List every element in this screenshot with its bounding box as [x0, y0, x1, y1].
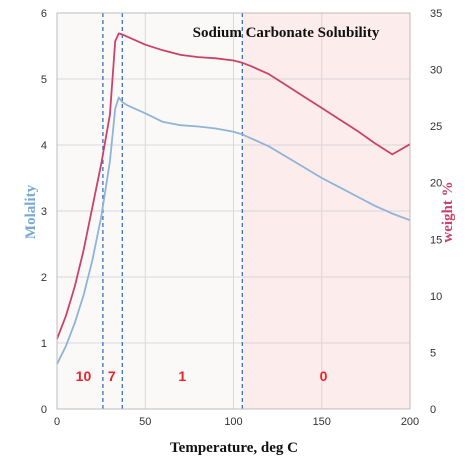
y-right-tick-label-7: 35: [430, 8, 442, 20]
y-left-tick-label-0: 0: [41, 404, 47, 416]
y-left-tick-label-6: 6: [41, 8, 47, 20]
y-right-tick-label-0: 0: [430, 404, 436, 416]
chart-title: Sodium Carbonate Solubility: [193, 25, 380, 41]
x-tick-label-0: 0: [54, 416, 60, 428]
region-label-3: 0: [320, 368, 328, 384]
region-labels: 10 7 1 0: [76, 368, 328, 384]
x-axis-title: Temperature, deg C: [170, 440, 298, 456]
y-right-tick-label-4: 20: [430, 178, 442, 190]
molality-line: [56, 96, 411, 365]
y-left-tick-label-3: 3: [41, 206, 47, 218]
y-right-tick-label-3: 15: [430, 234, 442, 246]
region-label-0: 10: [76, 368, 92, 384]
y-left-tick-label-4: 4: [41, 140, 47, 152]
y-right-tick-label-1: 5: [430, 347, 436, 359]
region-label-1: 7: [108, 368, 116, 384]
weight-percent-line: [56, 32, 411, 340]
plot-frame: [56, 12, 411, 410]
y-left-tick-label-2: 2: [41, 272, 47, 284]
x-tick-label-4: 200: [401, 416, 419, 428]
x-tick-label-2: 100: [224, 416, 242, 428]
y-right-tick-label-2: 10: [430, 291, 442, 303]
series-lines: [56, 32, 411, 365]
y-right-tick-label-5: 25: [430, 121, 442, 133]
y-left-tick-label-5: 5: [41, 74, 47, 86]
y-left-axis-title: Molality: [23, 184, 39, 239]
x-tick-label-3: 150: [313, 416, 331, 428]
region-label-2: 1: [178, 368, 186, 384]
plot-frame-rect: [56, 12, 411, 410]
y-left-tick-label-1: 1: [41, 338, 47, 350]
y-right-axis-title: weight %: [440, 181, 456, 242]
y-right-tick-label-6: 30: [430, 65, 442, 77]
x-tick-label-1: 50: [139, 416, 151, 428]
